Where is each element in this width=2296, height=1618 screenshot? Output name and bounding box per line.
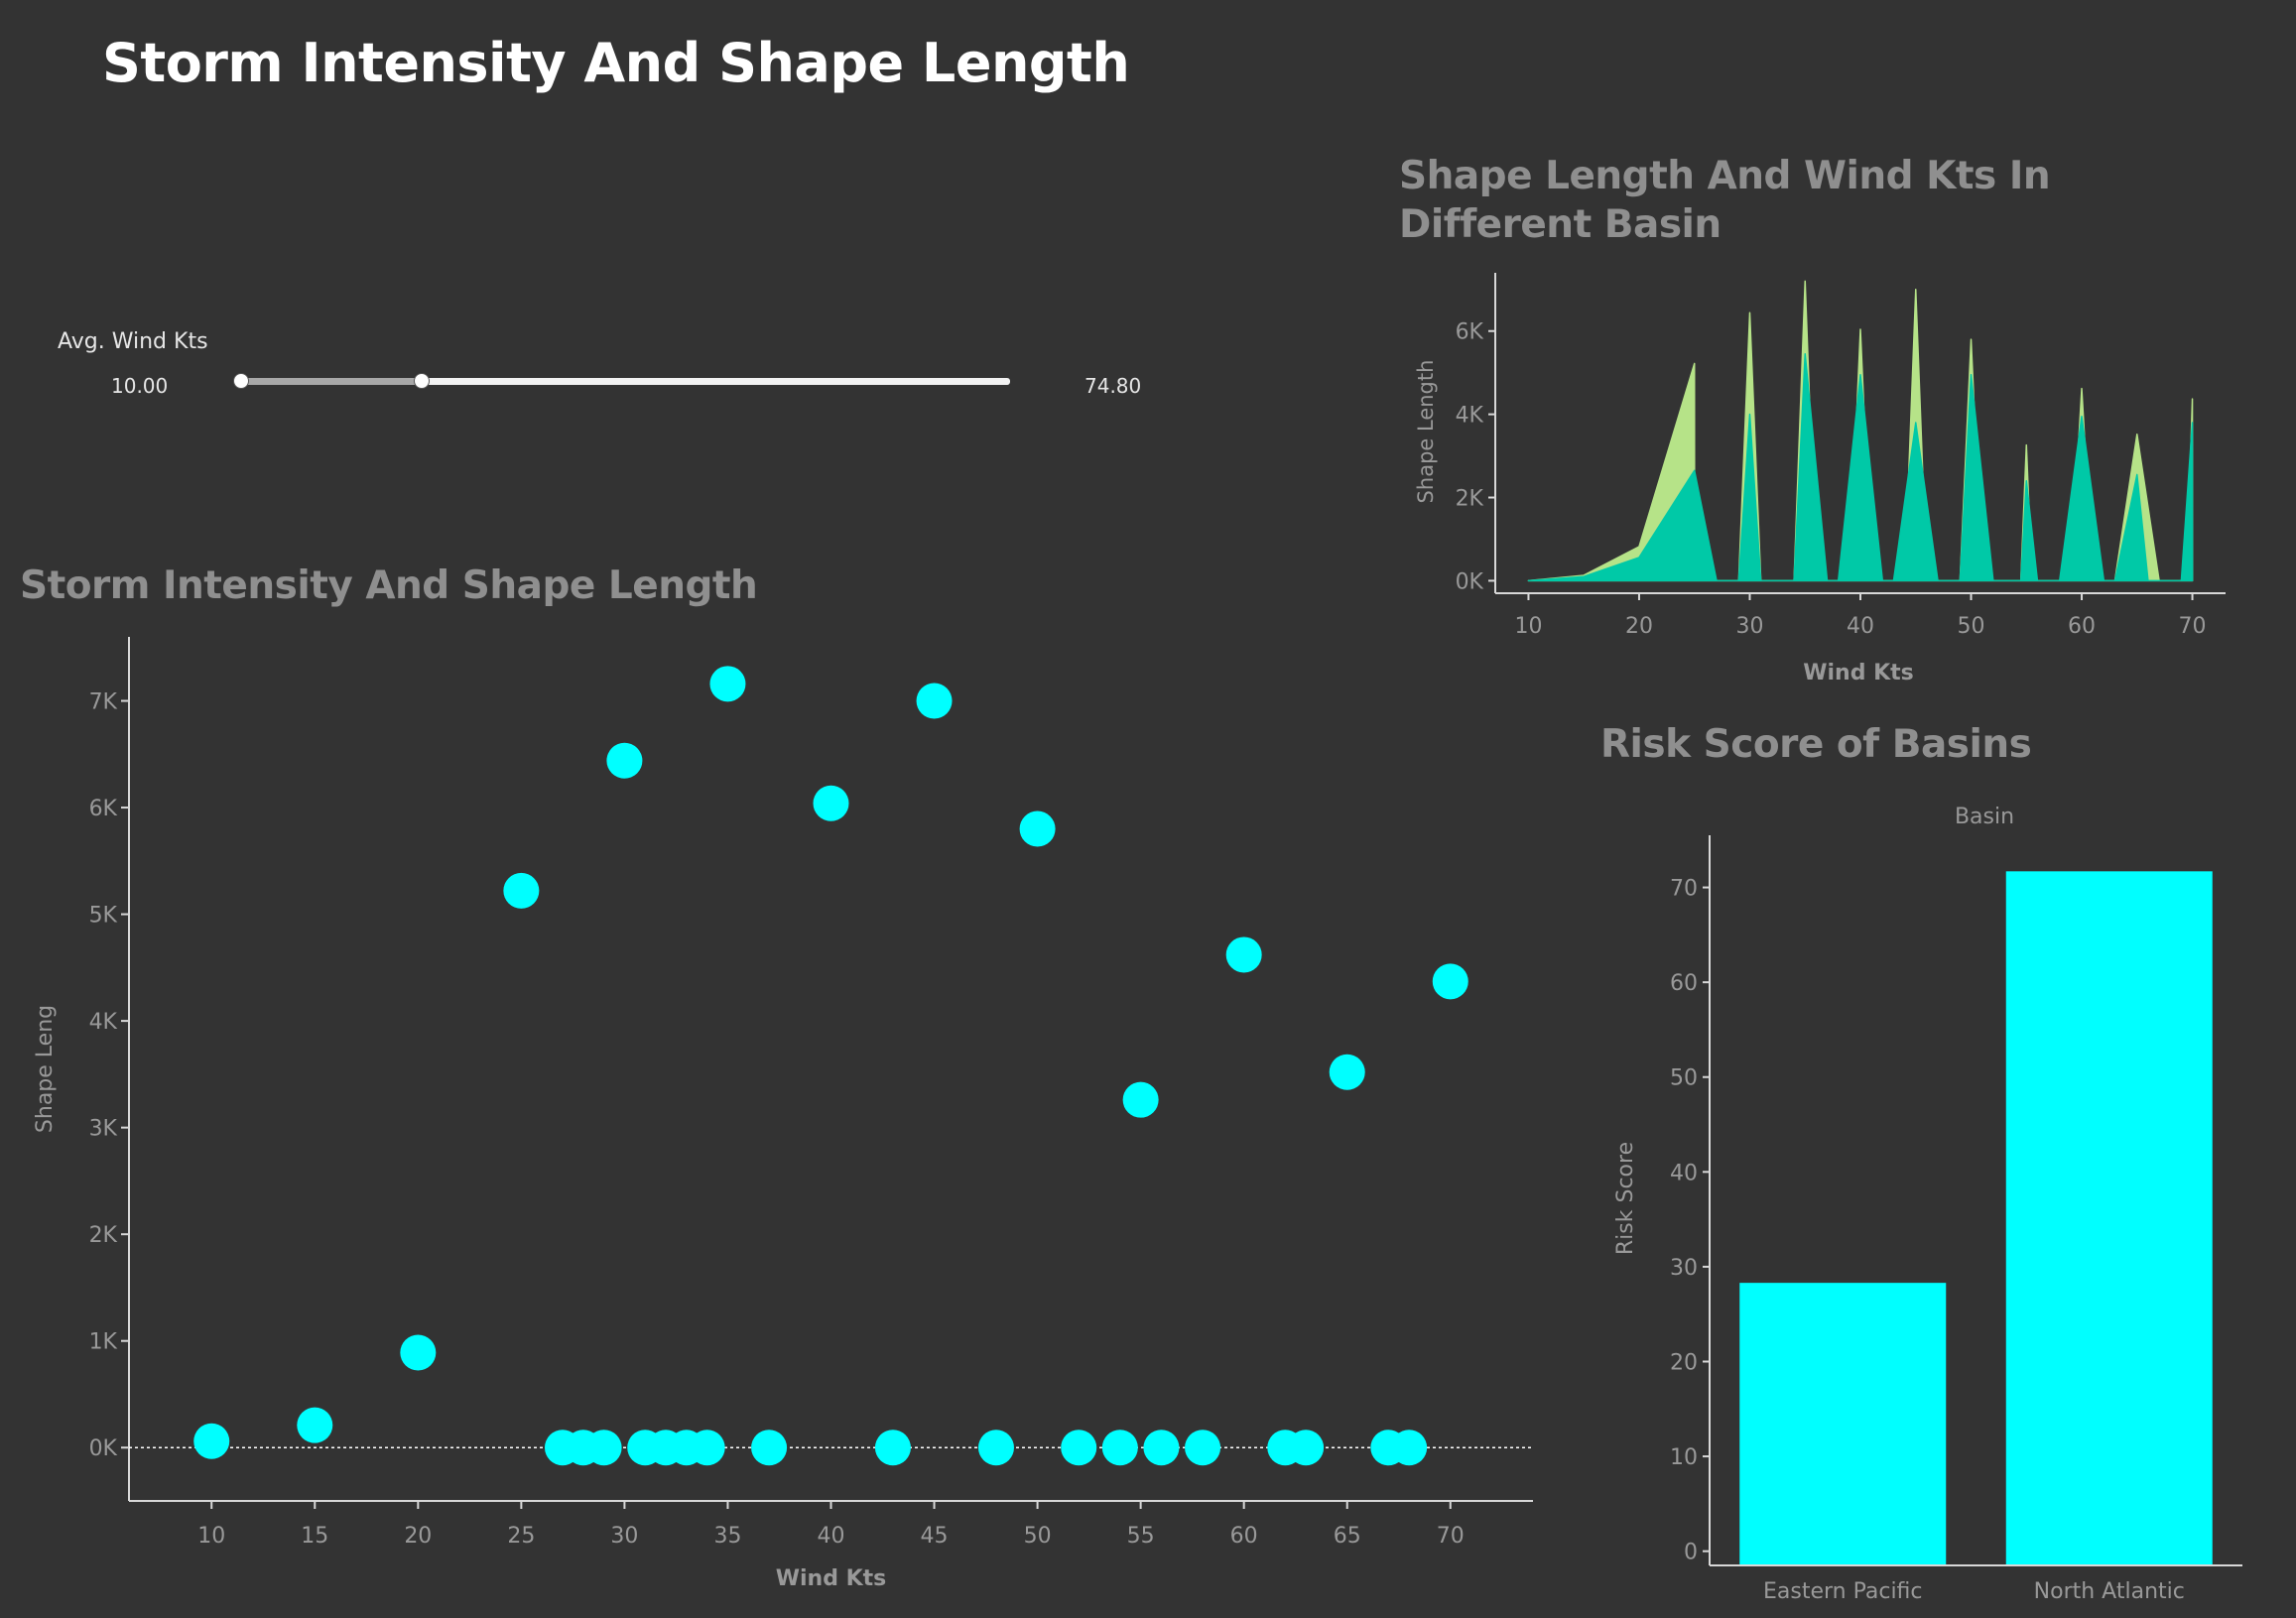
scatter-point (1101, 1430, 1138, 1466)
scatter-point (585, 1430, 622, 1466)
scatter-point (874, 1430, 911, 1466)
x-axis-title: Wind Kts (1803, 661, 1914, 685)
y-tick-label: 6K (89, 797, 118, 821)
scatter-point (400, 1334, 437, 1371)
x-tick-label: 20 (1625, 614, 1653, 639)
scatter-point (1185, 1430, 1221, 1466)
x-tick-label: 50 (1958, 614, 1985, 639)
y-tick-label: 7K (89, 690, 118, 715)
wind-kts-range-filter[interactable]: Avg. Wind Kts 10.00 74.80 (40, 317, 1171, 407)
scatter-point (977, 1430, 1014, 1466)
x-tick-label: 10 (197, 1524, 225, 1549)
x-tick-label: 20 (404, 1524, 432, 1549)
filter-slider-selected-range (241, 378, 422, 385)
area-chart-title: Shape Length And Wind Kts In Different B… (1399, 154, 2051, 247)
x-tick-label: Eastern Pacific (1763, 1579, 1923, 1604)
scatter-point (1061, 1430, 1097, 1466)
filter-slider-track[interactable] (233, 373, 1010, 389)
scatter-point (297, 1407, 333, 1443)
x-tick-label: 15 (301, 1524, 328, 1549)
bar-chart[interactable]: Basin Eastern Pacific North Atlantic 0 10 20 3… (1588, 794, 2282, 1618)
y-tick-label: 40 (1670, 1161, 1698, 1185)
page-title: Storm Intensity And Shape Length (102, 32, 1130, 94)
x-tick-label: 30 (1735, 614, 1763, 639)
y-axis-title: Shape Leng (33, 1005, 58, 1133)
y-tick-label: 20 (1670, 1350, 1698, 1375)
y-tick-label: 4K (1456, 404, 1484, 429)
y-tick-label: 70 (1670, 877, 1698, 902)
y-tick-label: 60 (1670, 971, 1698, 996)
scatter-point (751, 1430, 788, 1466)
scatter-point (1329, 1054, 1365, 1090)
x-tick-label: 55 (1127, 1524, 1155, 1549)
column-header: Basin (1955, 805, 2014, 829)
y-tick-label: 1K (89, 1330, 118, 1355)
x-tick-label: North Atlantic (2034, 1579, 2185, 1604)
scatter-point (916, 683, 953, 719)
scatter-point (1288, 1430, 1325, 1466)
x-tick-label: 65 (1334, 1524, 1361, 1549)
y-tick-label: 4K (89, 1010, 118, 1035)
y-tick-label: 30 (1670, 1256, 1698, 1281)
y-tick-label: 0K (1456, 569, 1484, 594)
x-tick-label: 25 (507, 1524, 535, 1549)
y-tick-label: 2K (89, 1223, 118, 1248)
scatter-point (193, 1423, 230, 1459)
area-chart[interactable]: 0K 2K 4K 6K 10 20 30 40 50 60 70 Wind Kts Shape Leng… (1389, 258, 2262, 694)
x-tick-label: 70 (1437, 1524, 1465, 1549)
y-tick-label: 50 (1670, 1066, 1698, 1091)
x-tick-label: 40 (1847, 614, 1874, 639)
y-tick-label: 2K (1456, 487, 1484, 512)
scatter-point (1143, 1430, 1180, 1466)
scatter-chart[interactable]: 0K 1K 2K 3K 4K 5K 6K 7K 10 15 20 25 30 35 40 45 50 55 60 65… (0, 625, 1548, 1617)
x-tick-label: 10 (1514, 614, 1542, 639)
y-axis-title: Risk Score (1613, 1142, 1638, 1255)
filter-max-value: 74.80 (1084, 374, 1142, 398)
scatter-point (503, 872, 540, 909)
filter-label: Avg. Wind Kts (58, 329, 208, 354)
scatter-point (689, 1430, 725, 1466)
scatter-point (1391, 1430, 1428, 1466)
bar (2005, 871, 2213, 1565)
x-tick-label: 35 (713, 1524, 741, 1549)
x-axis-title: Wind Kts (776, 1566, 887, 1591)
bar-chart-title: Risk Score of Basins (1600, 722, 2032, 767)
x-tick-label: 30 (610, 1524, 638, 1549)
x-tick-label: 60 (1230, 1524, 1258, 1549)
scatter-point (709, 666, 746, 702)
x-tick-label: 60 (2068, 614, 2096, 639)
scatter-chart-title: Storm Intensity And Shape Length (20, 563, 758, 608)
x-tick-label: 70 (2179, 614, 2207, 639)
scatter-point (1432, 963, 1468, 1000)
y-tick-label: 0 (1684, 1541, 1698, 1565)
x-tick-label: 40 (818, 1524, 845, 1549)
scatter-point (1122, 1081, 1159, 1118)
y-tick-label: 3K (89, 1117, 118, 1142)
scatter-point (606, 742, 643, 779)
area-series (1527, 353, 2194, 582)
scatter-point (1019, 810, 1056, 847)
scatter-point (1225, 936, 1262, 973)
bar (1739, 1283, 1947, 1565)
y-tick-label: 6K (1456, 320, 1484, 345)
x-tick-label: 45 (921, 1524, 949, 1549)
y-tick-label: 10 (1670, 1445, 1698, 1470)
filter-min-handle[interactable] (233, 373, 249, 389)
filter-max-handle[interactable] (413, 373, 430, 389)
x-tick-label: 50 (1024, 1524, 1052, 1549)
y-axis-title: Shape Length (1414, 360, 1438, 504)
y-tick-label: 0K (89, 1436, 118, 1461)
filter-min-value: 10.00 (111, 374, 169, 398)
scatter-point (813, 785, 849, 821)
y-tick-label: 5K (89, 904, 118, 929)
